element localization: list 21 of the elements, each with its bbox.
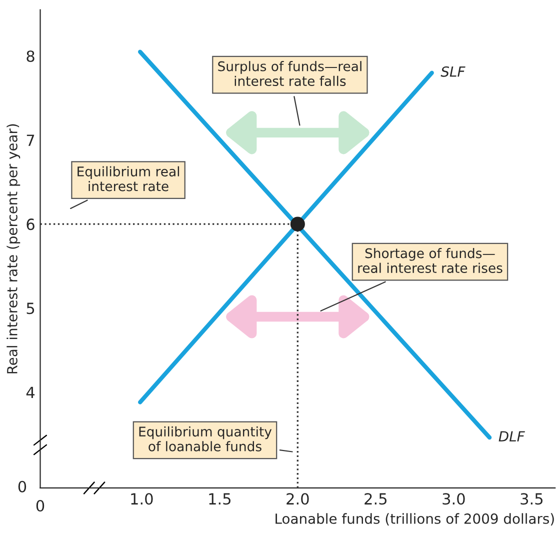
- text: 0: [18, 480, 26, 492]
- x-tick-label: 1.0: [131, 493, 153, 505]
- series-label: SLF: [440, 66, 466, 77]
- annotation: Equilibrium real interest rate: [78, 166, 180, 192]
- annotation: Surplus of funds—real interest rate falls: [218, 61, 362, 86]
- text: 0: [36, 500, 44, 512]
- x-tick-label: 3.5: [520, 493, 542, 505]
- x-tick-label: 2.5: [364, 493, 386, 505]
- y-tick-label: 6: [26, 218, 34, 230]
- x-tick-label: 1.5: [209, 493, 230, 505]
- y-tick-label: 8: [26, 50, 34, 62]
- annotation: Shortage of funds— real interest rate rises: [358, 248, 502, 274]
- x-tick-label: 2.0: [286, 493, 309, 505]
- annotation: Equilibrium quantity of loanable funds: [139, 426, 272, 452]
- x-axis-title: Loanable funds (trillions of 2009 dollars): [276, 513, 554, 526]
- y-tick-label: 7: [26, 134, 34, 146]
- series-label: DLF: [498, 431, 525, 442]
- y-axis-title: Real interest rate (percent per year): [6, 124, 20, 374]
- y-tick-label: 4: [26, 386, 35, 398]
- y-tick-label: 5: [26, 302, 34, 314]
- x-tick-label: 3.0: [442, 493, 465, 505]
